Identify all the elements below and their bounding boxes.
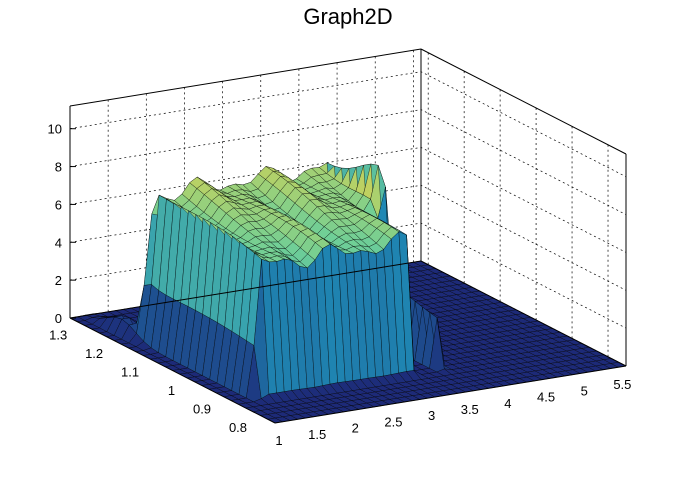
y-tick-label: 0.8 [229, 420, 247, 435]
z-tick-label: 10 [48, 122, 62, 137]
x-tick-label: 4 [504, 396, 511, 411]
z-tick-label: 0 [55, 311, 62, 326]
z-gridline [69, 71, 627, 178]
y-axis-line [69, 317, 276, 424]
x-tick-label: 2 [352, 421, 359, 436]
frame-edge [69, 260, 422, 319]
axis-layer [69, 48, 627, 424]
y-tick-label: 1.1 [121, 365, 139, 380]
x-tick-label: 1.5 [308, 427, 326, 442]
y-tick-label: 1 [168, 383, 175, 398]
x-tick-label: 2.5 [384, 414, 402, 429]
frame-edge [420, 48, 627, 155]
x-tick-label: 1 [275, 433, 282, 448]
x-tick-label: 3.5 [461, 402, 479, 417]
x-axis-line [274, 365, 627, 424]
x-tick-label: 3 [428, 408, 435, 423]
surface-layer [69, 162, 627, 424]
y-tick-label: 1.2 [85, 346, 103, 361]
z-tick-label: 4 [55, 235, 62, 250]
tick-label-layer: 0 2 4 6 8 10 0.8 0.9 1 1.1 1.2 1.3 1 1.5 2 2.5 3 3.5 4 4.5 5… [48, 122, 632, 448]
x-tick-label: 5.5 [613, 377, 631, 392]
z-tick-label: 2 [55, 273, 62, 288]
frame-edge [420, 260, 627, 367]
y-tick-label: 1.3 [49, 328, 67, 343]
x-tick-label: 5 [581, 383, 588, 398]
y-tick-label: 0.9 [193, 401, 211, 416]
z-tick-label: 8 [55, 160, 62, 175]
x-tick-label: 4.5 [537, 390, 555, 405]
chart-title: Graph2D [303, 4, 392, 29]
z-tick-label: 6 [55, 197, 62, 212]
frame-edge [69, 48, 422, 107]
